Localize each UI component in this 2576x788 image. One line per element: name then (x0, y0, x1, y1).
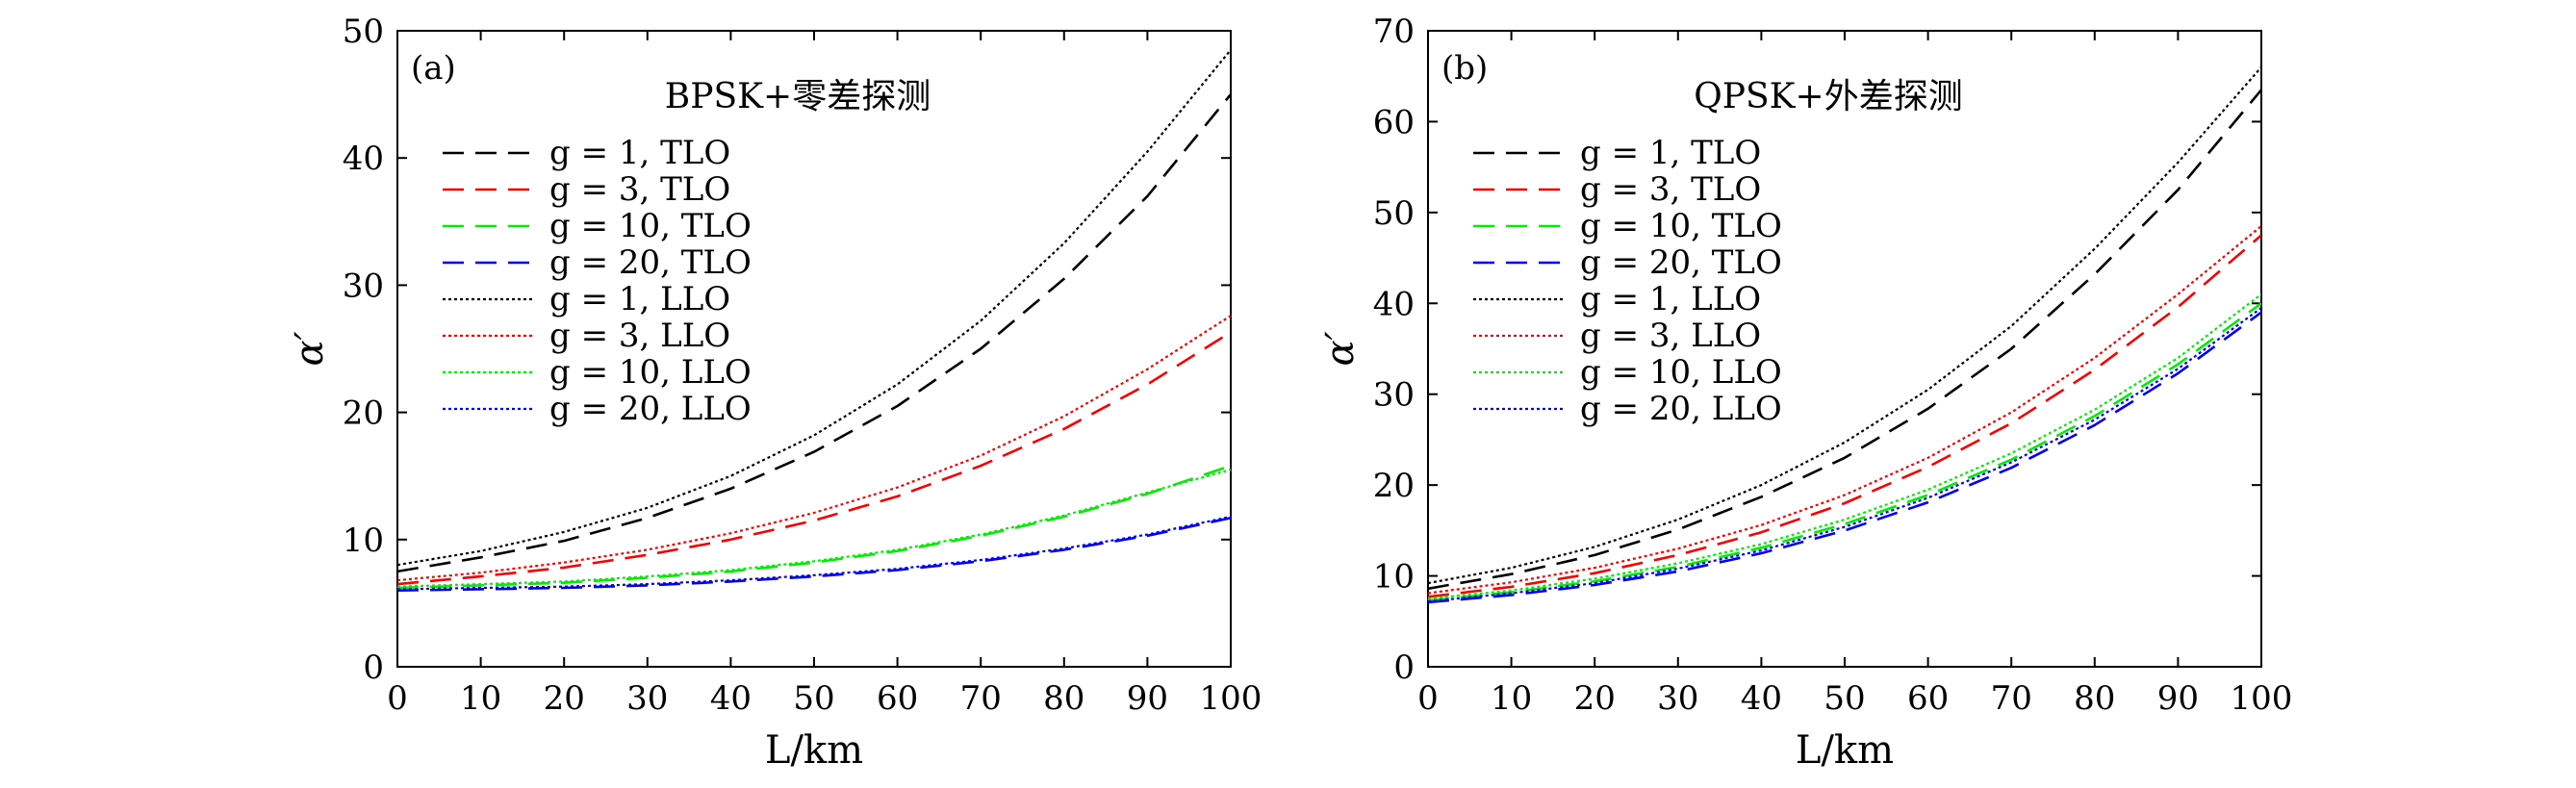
series-line (1428, 234, 2261, 598)
x-tick-label: 40 (710, 679, 752, 718)
y-tick-label: 40 (1373, 285, 1415, 323)
panel-title: QPSK+外差探测 (1694, 77, 1962, 116)
legend-label: g = 3, TLO (1580, 170, 1761, 209)
legend-label: g = 20, LLO (549, 390, 752, 428)
series-line (1428, 225, 2261, 595)
x-tick-label: 90 (2157, 679, 2199, 718)
x-tick-label: 40 (1741, 679, 1782, 718)
y-tick-label: 50 (343, 13, 384, 51)
x-tick-label: 90 (1127, 679, 1168, 718)
y-tick-label: 30 (343, 267, 384, 305)
series-line (1428, 307, 2261, 603)
x-tick-label: 10 (1491, 679, 1532, 718)
x-tick-label: 50 (793, 679, 834, 718)
legend-label: g = 3, TLO (549, 170, 730, 209)
x-axis-label: L/km (765, 728, 863, 773)
y-tick-label: 50 (1373, 194, 1415, 233)
legend-label: g = 3, LLO (1580, 317, 1761, 355)
plot-frame (396, 30, 1232, 668)
x-tick-label: 100 (2231, 679, 2293, 718)
series-line (397, 515, 1231, 591)
series-line (1428, 89, 2261, 591)
legend-label: g = 10, LLO (549, 353, 752, 392)
chart-panel-b: 0 10 20 30 40 50 60 70 80 90 100 0 10 20 30 40 50 60 70 L/k… (1318, 13, 2292, 773)
y-tick-label: 0 (1393, 648, 1415, 687)
y-tick-label: 70 (1373, 13, 1415, 51)
panel-label: (a) (411, 49, 456, 88)
legend-label: g = 3, LLO (549, 317, 730, 355)
x-tick-label: 50 (1824, 679, 1865, 718)
panel-label: (b) (1441, 49, 1488, 88)
legend-label: g = 20, LLO (1580, 390, 1782, 428)
y-tick-label: 60 (1373, 103, 1415, 141)
y-tick-label: 10 (343, 521, 384, 560)
series-group (1428, 66, 2261, 604)
panel-title: BPSK+零差探测 (665, 77, 931, 116)
y-axis-label: α′ (1318, 331, 1363, 366)
series-line (1428, 66, 2261, 585)
x-tick-label: 100 (1200, 679, 1262, 718)
x-tick-label: 80 (2074, 679, 2115, 718)
legend-label: g = 1, LLO (1580, 280, 1761, 318)
series-line (397, 469, 1231, 588)
y-axis-label: α′ (288, 331, 332, 366)
legend-label: g = 10, LLO (1580, 353, 1782, 392)
series-line (1428, 311, 2261, 604)
y-tick-label: 20 (343, 394, 384, 433)
x-tick-label: 30 (1657, 679, 1698, 718)
legend-label: g = 20, TLO (1580, 243, 1782, 282)
series-group (397, 49, 1231, 592)
x-tick-label: 10 (460, 679, 501, 718)
series-line (397, 517, 1231, 592)
y-tick-label: 40 (343, 140, 384, 178)
x-tick-label: 20 (1574, 679, 1616, 718)
x-tick-label: 20 (544, 679, 585, 718)
legend-label: g = 1, TLO (1580, 134, 1761, 172)
chart-panel-a: 0 10 20 30 40 50 60 70 80 90 100 0 10 20 30 40 50 L/km α′ (… (288, 13, 1262, 773)
series-line (397, 464, 1231, 590)
y-tick-label: 20 (1373, 467, 1415, 505)
x-tick-label: 0 (1417, 679, 1439, 718)
legend-label: g = 10, TLO (549, 207, 752, 245)
x-axis-label: L/km (1796, 728, 1894, 773)
series-line (397, 315, 1231, 582)
series-line (1428, 292, 2261, 600)
plot-frame (1427, 30, 2262, 668)
legend-label: g = 1, TLO (549, 134, 730, 172)
y-tick-label: 10 (1373, 558, 1415, 597)
x-tick-label: 60 (1907, 679, 1949, 718)
series-line (397, 93, 1231, 573)
series-line (397, 331, 1231, 586)
legend-label: g = 10, TLO (1580, 207, 1782, 245)
x-tick-label: 30 (626, 679, 668, 718)
series-line (397, 49, 1231, 567)
y-tick-label: 30 (1373, 376, 1415, 415)
legend-label: g = 1, LLO (549, 280, 730, 318)
y-tick-label: 0 (363, 648, 384, 687)
x-tick-label: 0 (387, 679, 408, 718)
series-line (1428, 302, 2261, 602)
legend-label: g = 20, TLO (549, 243, 752, 282)
x-tick-label: 70 (1991, 679, 2032, 718)
x-tick-label: 60 (877, 679, 918, 718)
x-tick-label: 70 (960, 679, 1002, 718)
x-tick-label: 80 (1043, 679, 1084, 718)
